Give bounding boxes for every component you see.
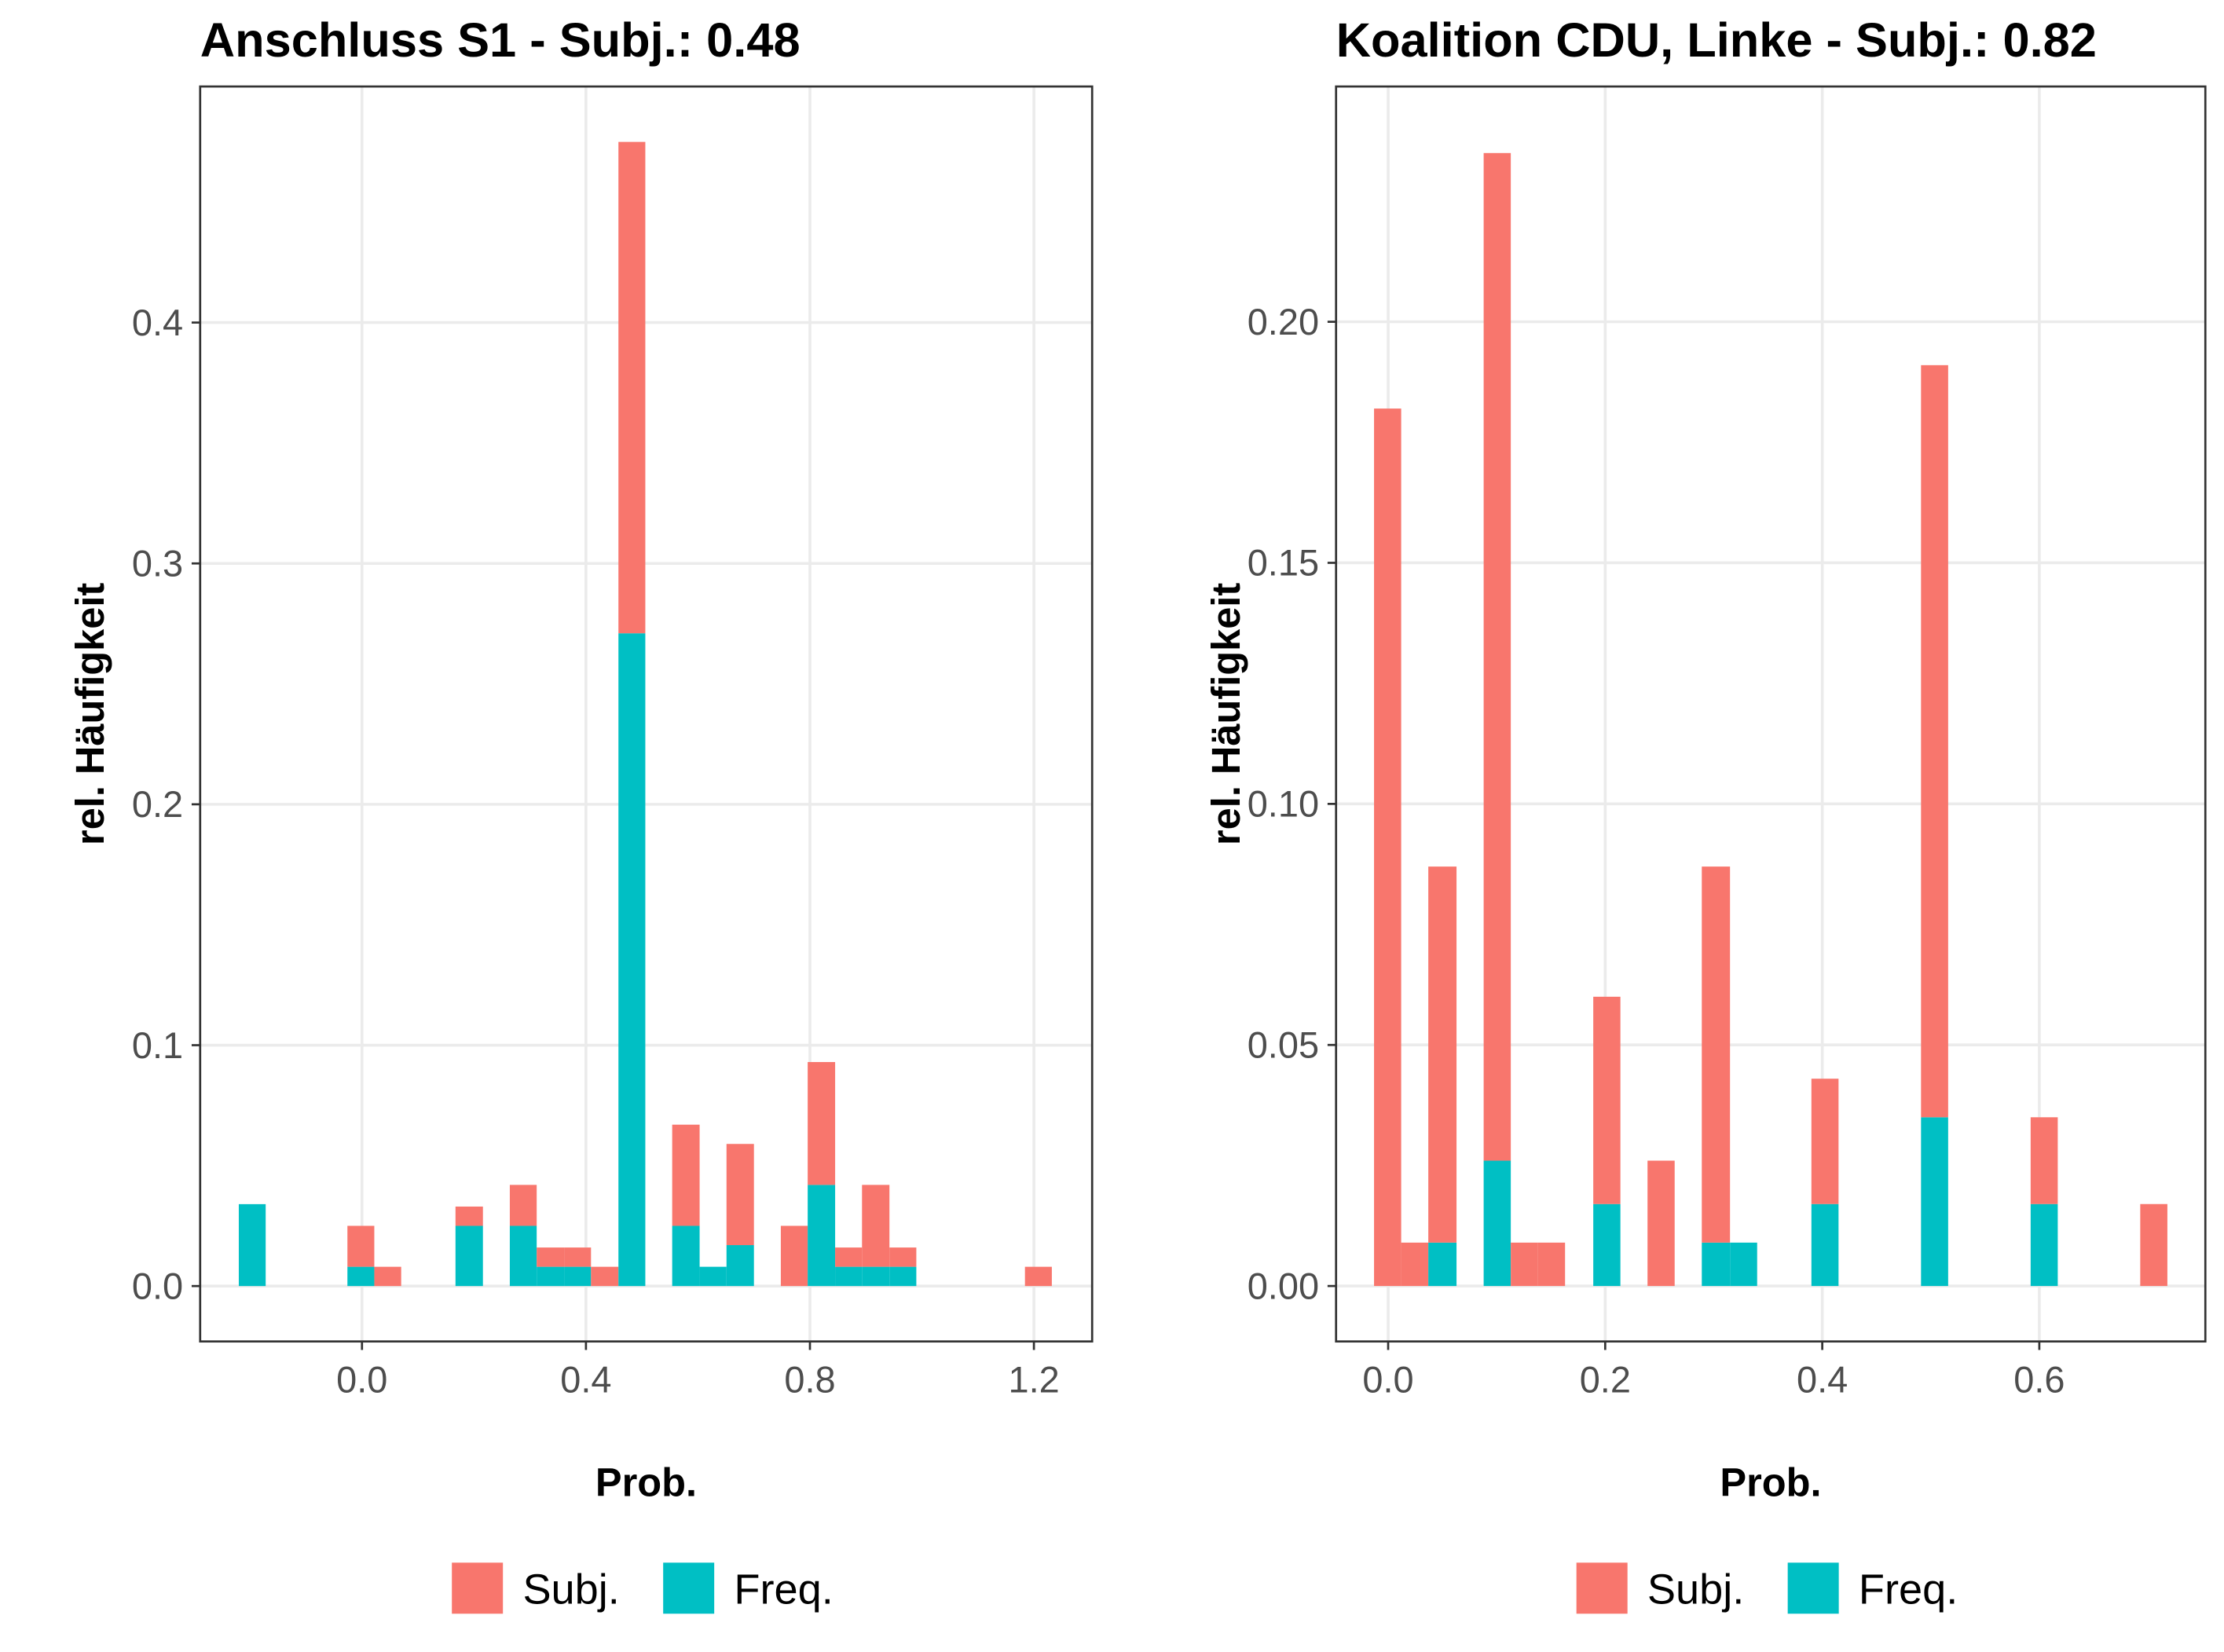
legend-swatch — [452, 1562, 504, 1614]
panel-group: Koalition CDU, Linke - Subj.: 0.82 0.00 0.… — [1204, 13, 2207, 1614]
y-tick-label: 0.00 — [1248, 1266, 1319, 1306]
bar — [374, 1266, 401, 1287]
bar — [889, 1247, 917, 1267]
legend-label: Subj. — [1647, 1566, 1744, 1614]
bar — [862, 1185, 890, 1267]
bar — [1374, 408, 1401, 1287]
bar — [509, 1225, 537, 1287]
bar — [618, 633, 646, 1287]
bar — [835, 1247, 863, 1267]
bar — [591, 1266, 619, 1287]
panel-group: Anschluss S1 - Subj.: 0.48 0.0 0.1 0.2 0.3 0.… — [68, 13, 1094, 1614]
y-tick-label: 0.10 — [1248, 784, 1319, 825]
bar — [808, 1061, 836, 1185]
legend-swatch — [663, 1562, 715, 1614]
bar — [699, 1266, 727, 1287]
plot-panel — [200, 86, 1093, 1342]
y-tick-label: 0.05 — [1248, 1024, 1319, 1065]
y-tick-label: 0.15 — [1248, 543, 1319, 584]
bar — [509, 1185, 537, 1226]
bar — [862, 1266, 890, 1287]
bar — [2030, 1203, 2058, 1287]
bar — [1811, 1203, 1839, 1287]
y-tick-label: 0.4 — [132, 302, 183, 343]
bar — [780, 1225, 808, 1287]
x-tick-label: 0.6 — [2013, 1360, 2065, 1401]
y-tick-label: 0.1 — [132, 1025, 183, 1066]
y-tick-label: 0.20 — [1248, 302, 1319, 342]
bar — [1593, 1203, 1621, 1287]
bar — [726, 1144, 754, 1246]
y-tick-label: 0.0 — [132, 1266, 183, 1306]
panel-border — [199, 85, 1094, 1343]
bar — [1647, 1160, 1675, 1287]
chart-title: Anschluss S1 - Subj.: 0.48 — [200, 13, 801, 68]
bar — [1702, 866, 1731, 1243]
bar — [1921, 364, 1948, 1118]
x-tick-label: 1.2 — [1008, 1360, 1059, 1401]
y-axis-title: rel. Häufigkeit — [1204, 583, 1248, 845]
bar — [1511, 1242, 1538, 1287]
bar — [1401, 1242, 1429, 1287]
bar — [537, 1266, 565, 1287]
bar — [1593, 996, 1621, 1204]
bar — [835, 1266, 863, 1287]
bar — [2140, 1203, 2167, 1287]
legend: Subj. Freq. — [452, 1562, 834, 1614]
x-axis-title: Prob. — [1720, 1460, 1821, 1504]
bar — [238, 1203, 266, 1287]
bar — [1811, 1079, 1839, 1204]
bar — [1428, 866, 1457, 1243]
x-tick-label: 0.2 — [1580, 1360, 1631, 1401]
bar — [1483, 1160, 1511, 1287]
legend-label: Freq. — [1859, 1566, 1958, 1614]
chart-title: Koalition CDU, Linke - Subj.: 0.82 — [1336, 13, 2097, 68]
y-tick-label: 0.2 — [132, 784, 183, 825]
bar — [1537, 1242, 1566, 1287]
x-tick-label: 0.8 — [784, 1360, 835, 1401]
y-axis-title: rel. Häufigkeit — [68, 583, 112, 845]
x-tick-label: 0.4 — [560, 1360, 611, 1401]
bar — [455, 1225, 483, 1287]
bar — [1730, 1242, 1757, 1287]
bar — [455, 1206, 483, 1226]
bar — [564, 1266, 592, 1287]
legend-swatch — [1576, 1562, 1628, 1614]
legend-label: Subj. — [522, 1566, 619, 1614]
bar — [726, 1245, 754, 1287]
bar — [1024, 1266, 1052, 1287]
legend-swatch — [1787, 1562, 1839, 1614]
x-axis-title: Prob. — [595, 1460, 697, 1504]
x-tick-label: 0.4 — [1797, 1360, 1848, 1401]
bar — [564, 1247, 592, 1267]
bar — [672, 1124, 700, 1226]
bar — [672, 1225, 700, 1287]
legend-label: Freq. — [734, 1566, 833, 1614]
bar — [1702, 1242, 1731, 1287]
bar — [537, 1247, 565, 1267]
bar — [1428, 1242, 1457, 1287]
bar — [889, 1266, 917, 1287]
x-tick-label: 0.0 — [336, 1360, 387, 1401]
y-tick-label: 0.3 — [132, 543, 183, 584]
bar — [2030, 1117, 2058, 1204]
bar — [618, 141, 646, 634]
bar — [347, 1266, 375, 1287]
bar — [808, 1185, 836, 1287]
bar — [1921, 1117, 1948, 1287]
bar — [347, 1225, 375, 1267]
panel-border — [1335, 85, 2207, 1343]
legend: Subj. Freq. — [1576, 1562, 1958, 1614]
x-tick-label: 0.0 — [1362, 1360, 1413, 1401]
plot-panel — [1335, 86, 2206, 1342]
bar — [1483, 152, 1511, 1161]
